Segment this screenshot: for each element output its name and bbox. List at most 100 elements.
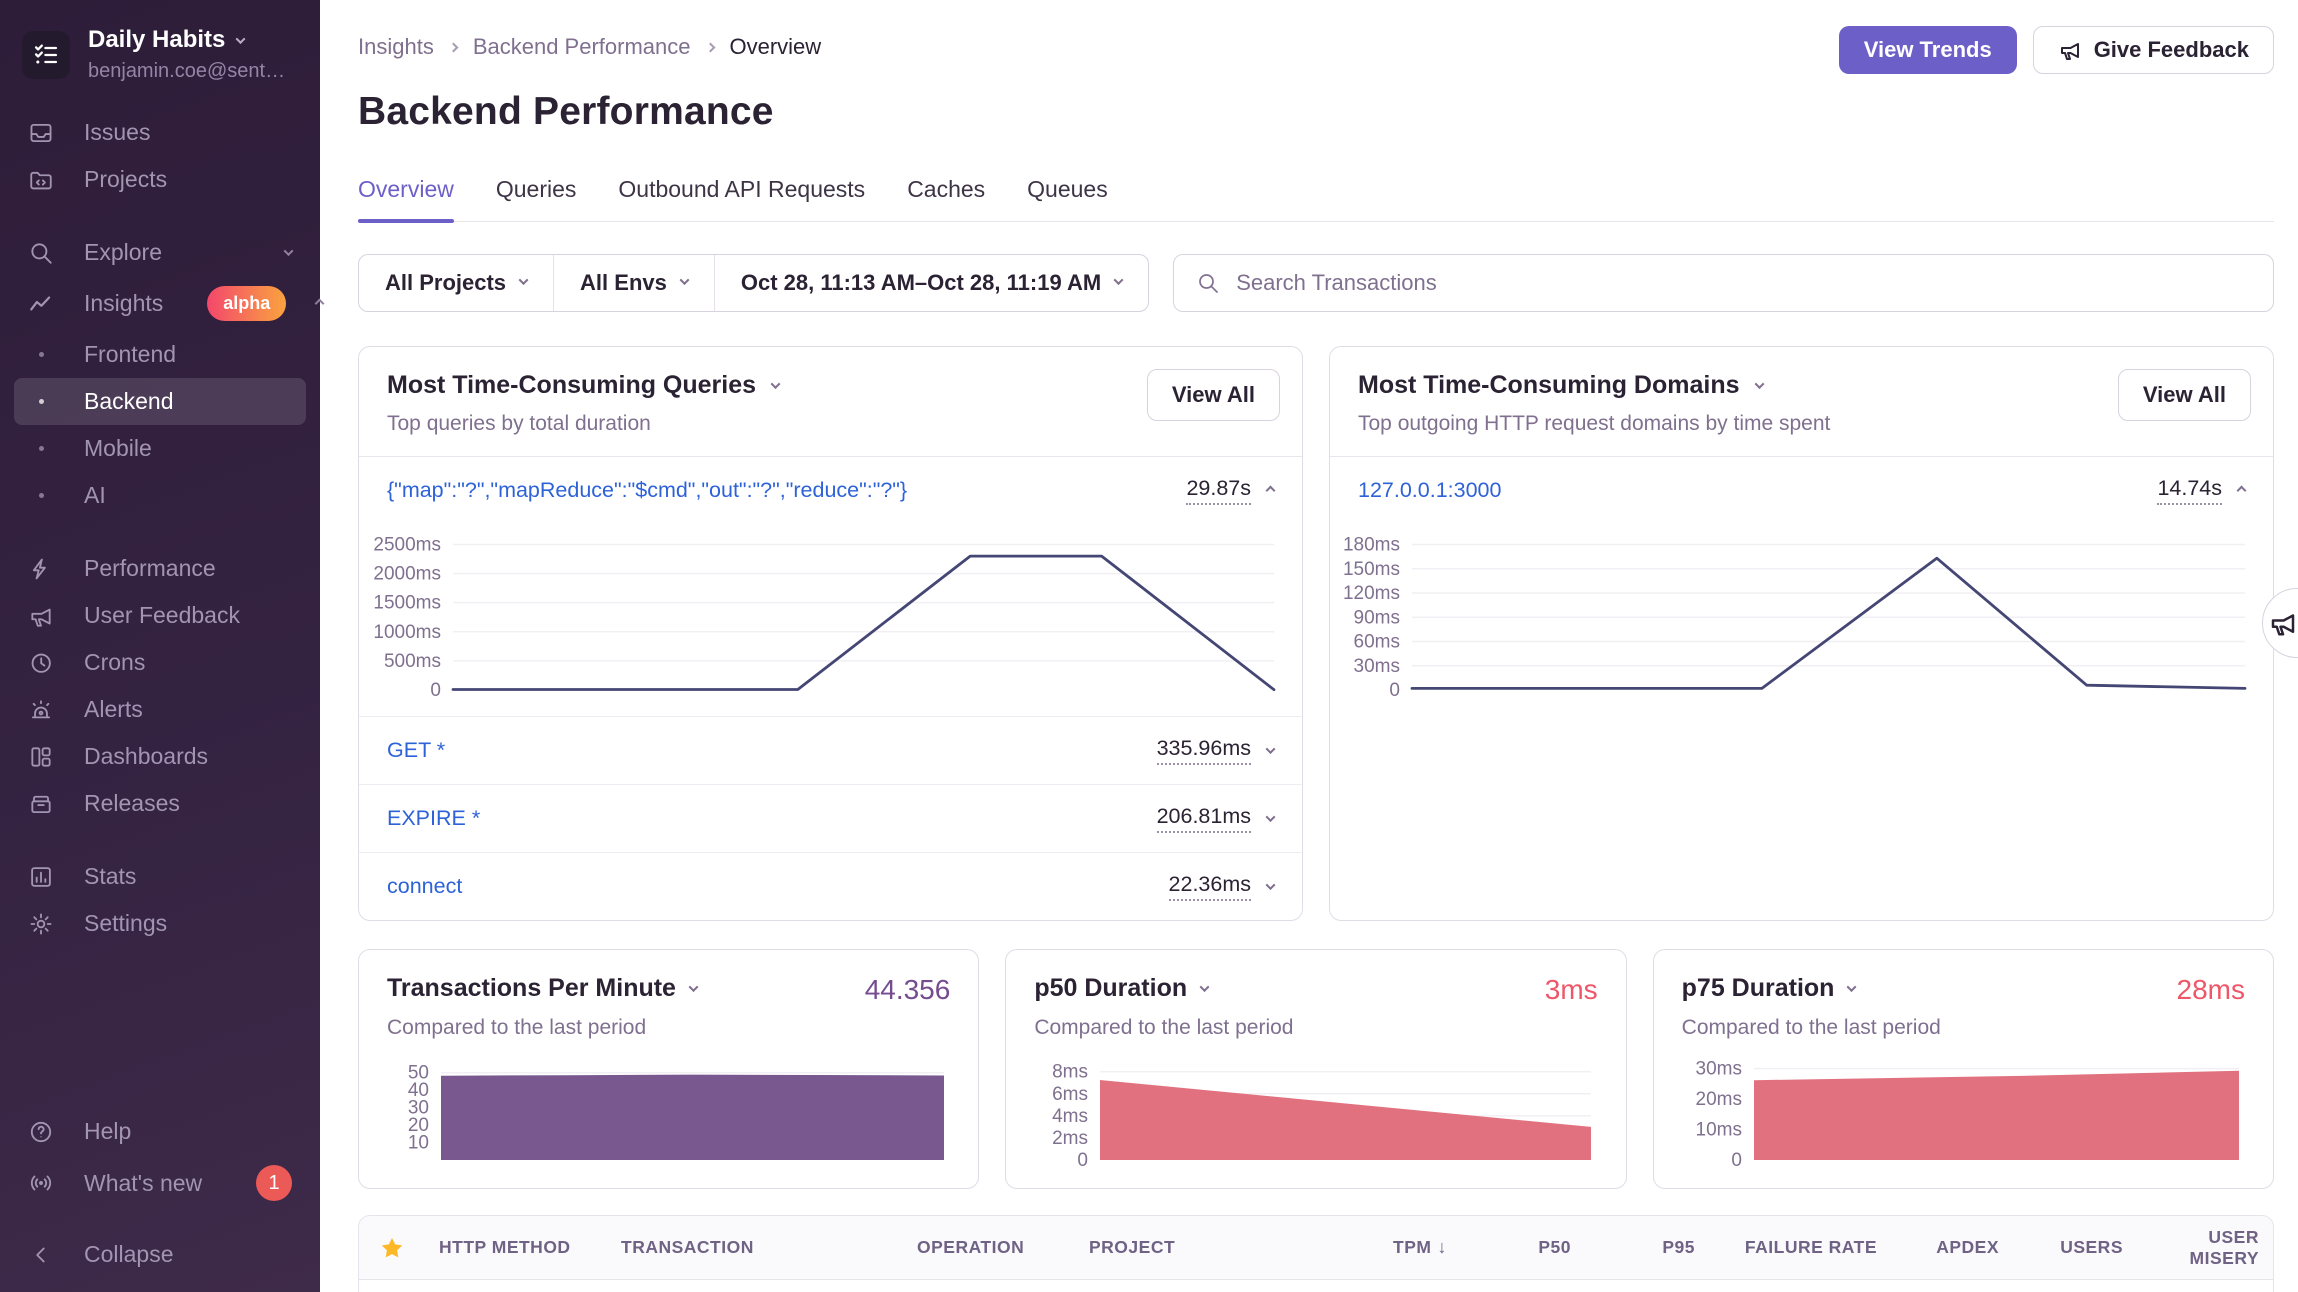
search-transactions-box[interactable]	[1173, 254, 2274, 312]
org-avatar	[22, 30, 70, 79]
tab-bar: Overview Queries Outbound API Requests C…	[358, 176, 2274, 223]
chevron-down-icon[interactable]	[770, 379, 781, 390]
breadcrumb-backend-performance[interactable]: Backend Performance	[472, 34, 691, 59]
svg-text:20ms: 20ms	[1695, 1089, 1741, 1110]
column-header-transaction[interactable]: TRANSACTION	[621, 1237, 754, 1257]
sidebar-item-stats[interactable]: Stats	[14, 853, 306, 900]
query-link[interactable]: connect	[387, 874, 463, 898]
expand-row-icon[interactable]	[1265, 880, 1276, 891]
svg-text:30ms: 30ms	[1354, 656, 1400, 677]
domain-row-expanded: 127.0.0.1:3000 14.74s	[1330, 457, 2273, 524]
p50-value: 3ms	[1544, 974, 1598, 1005]
tab-outbound-api-requests[interactable]: Outbound API Requests	[618, 176, 866, 202]
sidebar-item-explore[interactable]: Explore	[14, 229, 306, 276]
megaphone-icon	[2271, 614, 2295, 636]
query-duration: 335.96ms	[1156, 736, 1251, 765]
sidebar-item-collapse[interactable]: Collapse	[14, 1231, 306, 1278]
domain-duration: 14.74s	[2157, 476, 2222, 505]
view-all-button[interactable]: View All	[1146, 369, 1280, 421]
sidebar-item-crons[interactable]: Crons	[14, 639, 306, 686]
search-transactions-input[interactable]	[1236, 270, 2251, 296]
svg-text:60ms: 60ms	[1354, 632, 1400, 653]
tab-overview[interactable]: Overview	[358, 176, 454, 223]
column-header-operation[interactable]: OPERATION	[917, 1237, 1025, 1257]
query-duration: 29.87s	[1186, 476, 1251, 505]
bullet-icon	[28, 493, 54, 498]
sidebar-item-mobile[interactable]: Mobile	[14, 425, 306, 472]
sidebar-item-projects[interactable]: Projects	[14, 156, 306, 203]
bullet-icon	[28, 446, 54, 451]
sidebar-item-help[interactable]: Help	[14, 1108, 306, 1155]
chevron-down-icon[interactable]	[1199, 982, 1210, 993]
chevron-down-icon[interactable]	[688, 982, 699, 993]
column-header-user-misery[interactable]: USER MISERY	[2189, 1226, 2259, 1268]
expand-row-icon[interactable]	[1265, 744, 1276, 755]
transactions-table: HTTP METHOD TRANSACTION OPERATION PROJEC…	[358, 1215, 2274, 1292]
breadcrumb-insights[interactable]: Insights	[358, 34, 434, 59]
sidebar-item-releases[interactable]: Releases	[14, 780, 306, 827]
sidebar-item-alerts[interactable]: Alerts	[14, 686, 306, 733]
query-row: EXPIRE * 206.81ms	[359, 784, 1302, 852]
sidebar-item-ai[interactable]: AI	[14, 472, 306, 519]
tab-queues[interactable]: Queues	[1027, 176, 1108, 202]
svg-text:1500ms: 1500ms	[373, 593, 441, 614]
star-column-header[interactable]	[359, 1235, 425, 1261]
star-filled-icon	[381, 1237, 403, 1257]
project-filter[interactable]: All Projects	[359, 255, 553, 311]
column-header-failure-rate[interactable]: FAILURE RATE	[1744, 1237, 1877, 1257]
sidebar-item-frontend[interactable]: Frontend	[14, 331, 306, 378]
chevron-down-icon	[1113, 275, 1124, 286]
chevron-down-icon[interactable]	[1754, 379, 1764, 390]
column-header-p95[interactable]: P95	[1662, 1237, 1695, 1257]
environment-filter[interactable]: All Envs	[553, 255, 714, 311]
whats-new-badge: 1	[256, 1165, 292, 1201]
query-link[interactable]: GET *	[387, 738, 446, 762]
svg-text:0: 0	[1389, 680, 1400, 701]
svg-text:1000ms: 1000ms	[373, 622, 441, 643]
tab-queries[interactable]: Queries	[495, 176, 577, 202]
column-header-users[interactable]: USERS	[2060, 1237, 2123, 1257]
releases-icon	[31, 795, 51, 813]
give-feedback-button[interactable]: Give Feedback	[2032, 26, 2274, 74]
sidebar-item-dashboards[interactable]: Dashboards	[14, 733, 306, 780]
breadcrumb-separator-icon	[705, 42, 715, 52]
svg-text:20: 20	[408, 1115, 429, 1136]
chevron-down-icon[interactable]	[1847, 982, 1857, 993]
insights-icon	[30, 295, 51, 310]
sidebar-item-performance[interactable]: Performance	[14, 545, 306, 592]
svg-text:2ms: 2ms	[1052, 1128, 1088, 1149]
alpha-badge: alpha	[207, 286, 287, 321]
query-link[interactable]: EXPIRE *	[387, 806, 481, 830]
tpm-area-chart: 10 20 30 40 50	[387, 1056, 950, 1172]
column-header-project[interactable]: PROJECT	[1089, 1237, 1176, 1257]
svg-text:40: 40	[408, 1080, 429, 1101]
sidebar-item-issues[interactable]: Issues	[14, 109, 306, 156]
column-header-apdex[interactable]: APDEX	[1936, 1237, 1999, 1257]
panel-title: Most Time-Consuming Queries	[387, 371, 757, 399]
svg-text:0: 0	[1731, 1150, 1742, 1171]
sidebar-item-whats-new[interactable]: What's new 1	[14, 1155, 306, 1211]
sidebar-item-insights[interactable]: Insights alpha	[14, 276, 325, 331]
sidebar-item-user-feedback[interactable]: User Feedback	[14, 592, 306, 639]
bullet-icon	[28, 399, 54, 404]
column-header-p50[interactable]: P50	[1538, 1237, 1571, 1257]
column-header-http-method[interactable]: HTTP METHOD	[439, 1237, 571, 1257]
collapse-row-icon[interactable]	[1265, 485, 1276, 496]
date-range-filter[interactable]: Oct 28, 11:13 AM–Oct 28, 11:19 AM	[713, 255, 1148, 311]
org-email: benjamin.coe@sent…	[88, 60, 286, 82]
collapse-row-icon[interactable]	[2236, 485, 2247, 496]
column-header-tpm[interactable]: TPM ↓	[1393, 1237, 1447, 1257]
org-switcher[interactable]: Daily Habits benjamin.coe@sent…	[0, 20, 320, 109]
sidebar-item-settings[interactable]: Settings	[14, 900, 306, 947]
domain-link[interactable]: 127.0.0.1:3000	[1358, 478, 1502, 502]
query-link[interactable]: {"map":"?","mapReduce":"$cmd","out":"?",…	[387, 478, 908, 502]
sidebar-item-backend[interactable]: Backend	[14, 378, 306, 425]
expand-row-icon[interactable]	[1265, 812, 1276, 823]
svg-text:50: 50	[408, 1063, 429, 1084]
view-trends-button[interactable]: View Trends	[1838, 26, 2017, 74]
queries-line-chart: 0 500ms 1000ms 1500ms 2000ms 2500ms	[365, 526, 1280, 702]
view-all-button[interactable]: View All	[2117, 369, 2251, 421]
stats-icon	[31, 866, 51, 887]
chevron-down-icon	[283, 246, 294, 257]
tab-caches[interactable]: Caches	[907, 176, 986, 202]
